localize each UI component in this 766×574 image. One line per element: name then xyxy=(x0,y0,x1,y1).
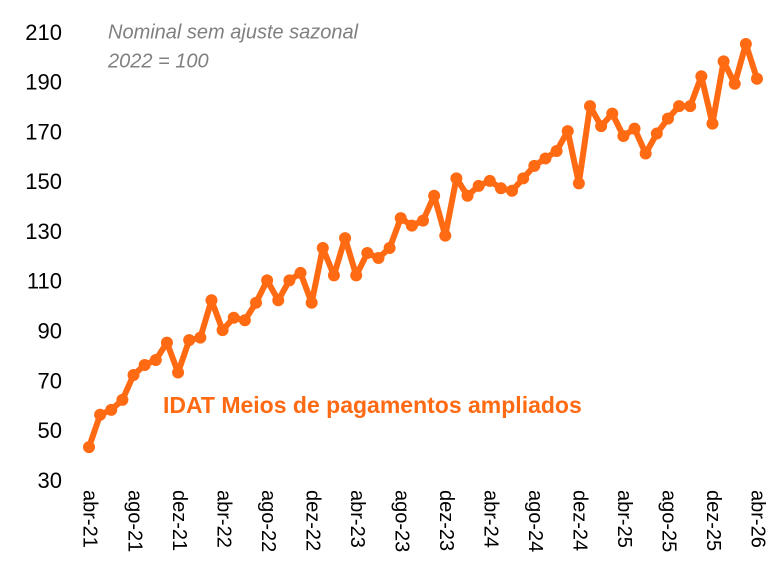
point xyxy=(283,274,296,287)
point xyxy=(717,55,730,68)
point xyxy=(539,152,552,165)
x-tick-label: ago-22 xyxy=(257,490,279,552)
point xyxy=(695,70,708,83)
point xyxy=(83,441,95,454)
point xyxy=(327,269,340,282)
x-tick-label: abr-23 xyxy=(346,490,368,548)
point xyxy=(673,100,686,113)
point xyxy=(383,242,396,255)
annotation: 2022 = 100 xyxy=(107,50,209,72)
point xyxy=(572,177,585,190)
point xyxy=(205,294,218,307)
x-tick-label: abr-22 xyxy=(212,490,234,548)
point xyxy=(450,172,463,185)
point xyxy=(639,147,652,160)
point xyxy=(194,331,207,344)
point xyxy=(706,117,719,130)
y-tick-label: 170 xyxy=(25,119,62,144)
point xyxy=(751,72,763,85)
point xyxy=(127,368,140,381)
point xyxy=(394,212,407,225)
y-tick-label: 50 xyxy=(38,418,62,443)
y-tick-label: 70 xyxy=(38,368,62,393)
x-tick-label: ago-25 xyxy=(658,490,680,552)
point xyxy=(728,77,741,90)
x-tick-label: dez-23 xyxy=(435,490,457,551)
point xyxy=(517,172,530,185)
point xyxy=(439,229,452,242)
point xyxy=(584,100,596,113)
point xyxy=(138,359,151,372)
point xyxy=(261,274,274,287)
point xyxy=(172,366,185,379)
point xyxy=(483,174,496,187)
point xyxy=(617,130,630,143)
point xyxy=(316,242,329,255)
y-tick-label: 190 xyxy=(25,70,62,95)
point xyxy=(227,311,240,324)
point xyxy=(494,182,507,195)
point xyxy=(428,189,441,202)
y-tick-label: 210 xyxy=(25,20,62,45)
x-tick-label: abr-25 xyxy=(613,490,635,548)
point xyxy=(250,296,262,309)
point xyxy=(272,294,285,307)
point xyxy=(506,184,519,197)
point xyxy=(461,189,474,202)
point xyxy=(183,334,196,347)
x-tick-label: ago-23 xyxy=(390,490,412,552)
point xyxy=(305,296,318,309)
point xyxy=(94,408,107,421)
x-tick-label: abr-26 xyxy=(747,490,766,548)
x-tick-label: ago-24 xyxy=(524,490,546,552)
x-tick-label: dez-25 xyxy=(702,490,724,551)
point xyxy=(739,37,752,50)
y-tick-label: 150 xyxy=(25,169,62,194)
point xyxy=(339,232,352,245)
point xyxy=(405,219,418,232)
point xyxy=(472,179,485,192)
x-tick-label: abr-21 xyxy=(79,490,101,548)
y-tick-label: 30 xyxy=(38,468,62,493)
x-tick-label: dez-21 xyxy=(168,490,190,551)
point xyxy=(550,144,563,157)
point xyxy=(160,336,173,349)
point xyxy=(650,127,663,140)
annotation: Nominal sem ajuste sazonal xyxy=(108,21,359,43)
point xyxy=(361,247,374,260)
point xyxy=(417,214,429,227)
point xyxy=(684,100,697,113)
point xyxy=(350,269,363,282)
point xyxy=(528,159,541,172)
point xyxy=(661,112,674,125)
y-tick-label: 90 xyxy=(38,318,62,343)
series-line xyxy=(86,40,760,449)
point xyxy=(116,393,129,406)
point xyxy=(628,122,641,135)
series-label: IDAT Meios de pagamentos ampliados xyxy=(163,392,582,418)
y-tick-label: 110 xyxy=(27,269,62,294)
point xyxy=(105,403,118,416)
x-tick-label: abr-24 xyxy=(480,490,502,548)
x-tick-label: ago-21 xyxy=(123,490,145,552)
point xyxy=(294,266,307,279)
point xyxy=(561,125,574,138)
y-tick-label: 130 xyxy=(25,219,62,244)
point xyxy=(216,324,229,337)
point xyxy=(238,314,251,327)
point xyxy=(595,120,608,133)
x-tick-label: dez-24 xyxy=(569,490,591,551)
x-tick-label: dez-22 xyxy=(301,490,323,551)
point xyxy=(606,107,619,120)
point xyxy=(372,252,385,264)
point xyxy=(149,354,162,367)
